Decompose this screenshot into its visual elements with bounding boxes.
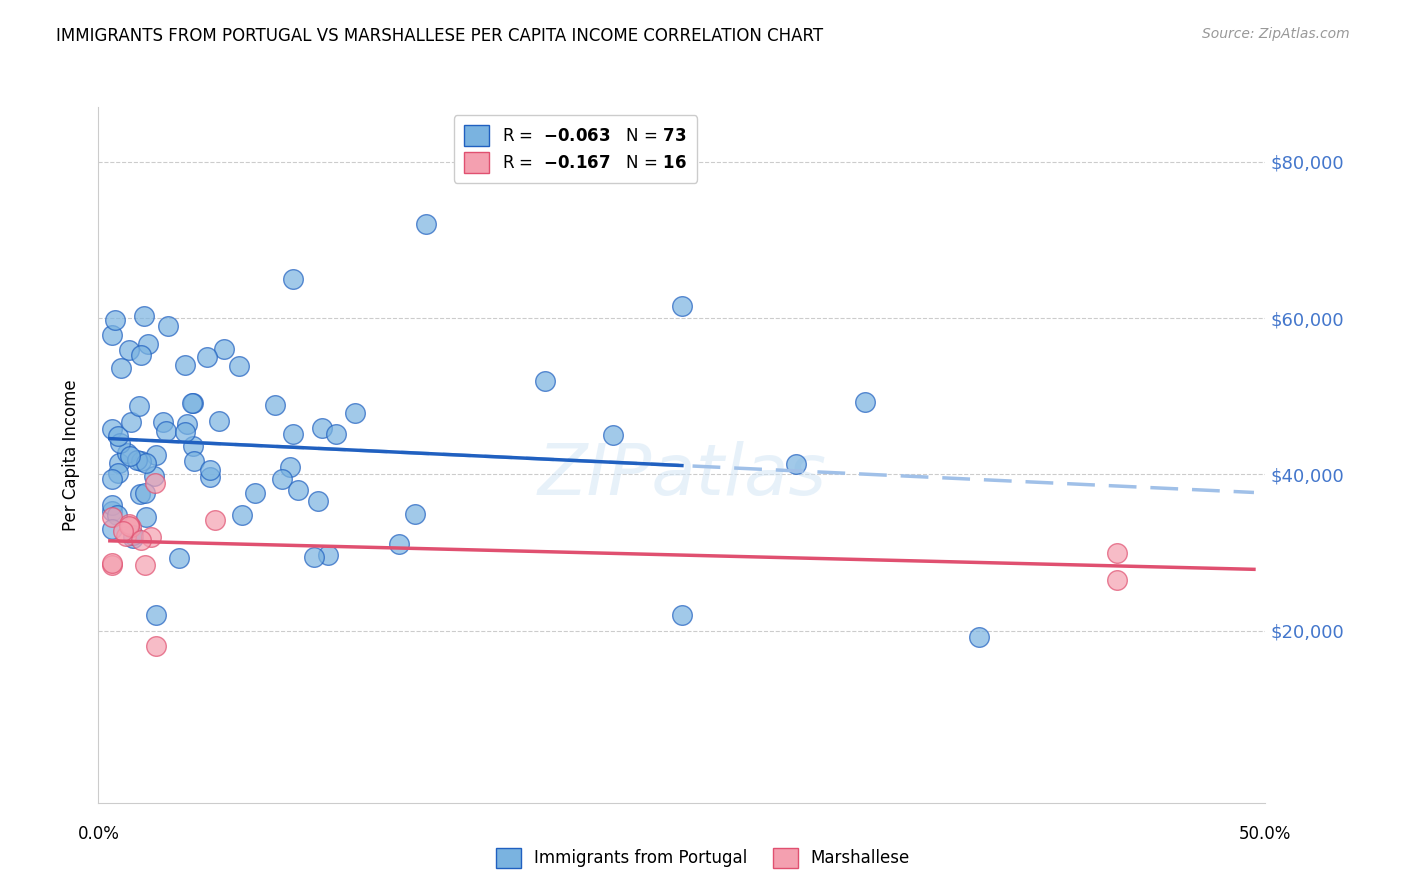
Point [110,360,132,375]
Point [602,427,624,442]
Point [141,530,163,544]
Point [101,522,124,536]
Point [671,299,693,313]
Point [145,448,167,462]
Point [415,217,437,231]
Point [143,476,166,491]
Text: 50.0%: 50.0% [1239,825,1292,843]
Point [128,399,150,413]
Point [204,513,226,527]
Point [167,551,190,566]
Point [388,537,411,551]
Point [145,640,167,654]
Point [208,413,231,427]
Point [145,608,167,623]
Point [228,359,250,374]
Point [287,483,309,497]
Point [101,557,124,571]
Point [325,426,347,441]
Point [183,396,205,410]
Point [104,312,127,326]
Point [1105,573,1128,587]
Point [108,435,131,450]
Legend: R =  $\mathbf{-0.063}$   N = $\mathbf{73}$, R =  $\mathbf{-0.167}$   N = $\mathb: R = $\mathbf{-0.063}$ N = $\mathbf{73}$,… [454,115,697,183]
Point [101,510,124,524]
Point [129,454,152,468]
Text: Source: ZipAtlas.com: Source: ZipAtlas.com [1202,27,1350,41]
Point [142,468,165,483]
Point [131,348,153,362]
Point [101,504,124,518]
Point [1105,546,1128,560]
Point [105,508,128,522]
Point [101,558,124,572]
Point [107,466,129,480]
Point [311,420,333,434]
Y-axis label: Per Capita Income: Per Capita Income [62,379,80,531]
Point [118,343,141,358]
Point [214,343,236,357]
Point [107,429,129,443]
Point [136,337,159,351]
Point [125,452,148,467]
Point [156,319,179,334]
Point [114,528,136,542]
Point [120,415,142,429]
Point [176,417,198,431]
Point [118,519,141,533]
Point [318,548,340,562]
Point [671,608,693,623]
Point [101,472,124,486]
Legend: Immigrants from Portugal, Marshallese: Immigrants from Portugal, Marshallese [489,841,917,875]
Point [129,533,152,547]
Point [533,374,555,388]
Point [174,358,197,372]
Point [270,471,292,485]
Point [155,424,177,438]
Point [118,516,141,531]
Point [120,520,142,534]
Point [281,427,304,442]
Point [101,421,124,435]
Point [404,507,426,521]
Point [231,508,253,523]
Point [135,457,157,471]
Point [343,406,366,420]
Point [121,531,143,545]
Point [101,328,124,343]
Text: IMMIGRANTS FROM PORTUGAL VS MARSHALLESE PER CAPITA INCOME CORRELATION CHART: IMMIGRANTS FROM PORTUGAL VS MARSHALLESE … [56,27,824,45]
Point [152,416,174,430]
Point [174,425,197,439]
Point [307,493,329,508]
Point [278,460,301,475]
Point [243,486,266,500]
Point [112,524,135,538]
Point [108,456,131,470]
Point [101,498,124,512]
Point [117,446,139,460]
Point [264,398,287,412]
Point [785,457,807,471]
Point [969,630,991,644]
Point [134,309,156,323]
Point [183,454,205,468]
Point [135,510,157,524]
Point [853,394,876,409]
Point [134,558,156,572]
Point [181,438,204,452]
Point [134,486,156,500]
Point [281,272,304,286]
Point [198,469,221,483]
Text: 0.0%: 0.0% [77,825,120,843]
Point [128,486,150,500]
Point [180,396,202,410]
Text: ZIPatlas: ZIPatlas [537,442,827,510]
Point [195,350,218,364]
Point [198,463,221,477]
Point [120,449,142,463]
Point [122,527,145,541]
Point [302,550,325,565]
